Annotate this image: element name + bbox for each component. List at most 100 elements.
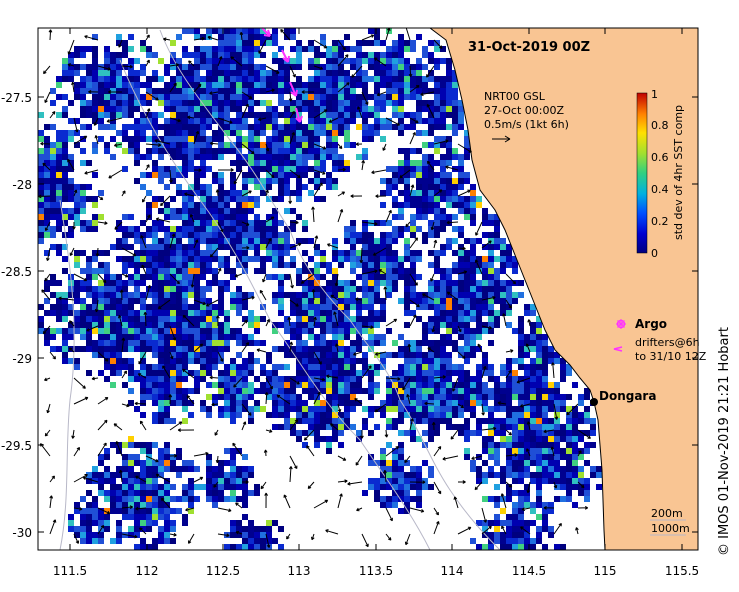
current-arrow: [241, 190, 252, 197]
current-arrow: [337, 479, 348, 484]
current-arrow: [265, 88, 275, 93]
current-arrow: [230, 56, 243, 67]
current-arrow: [189, 214, 195, 223]
current-arrow: [232, 442, 243, 457]
colorbar-label: std dev of 4hr SST comp: [672, 105, 685, 240]
lon-tick-label: 115.5: [665, 564, 699, 578]
current-arrow: [177, 428, 195, 432]
current-arrow: [115, 441, 123, 457]
current-arrow: [409, 480, 426, 485]
current-arrow: [313, 143, 327, 150]
current-arrow: [169, 453, 178, 458]
current-arrow: [404, 28, 411, 41]
current-arrow: [457, 270, 468, 275]
current-arrow: [94, 299, 99, 313]
current-arrow: [313, 182, 323, 197]
colorbar-tick-label: 0.8: [651, 119, 669, 132]
current-arrow: [209, 91, 219, 95]
colorbar-gradient: [636, 92, 648, 254]
current-arrow: [276, 394, 291, 405]
current-arrow: [141, 264, 147, 275]
lon-tick-label: 112.5: [206, 564, 240, 578]
current-arrow: [49, 475, 55, 483]
contour-outer: [59, 199, 75, 550]
current-arrow: [121, 403, 130, 408]
current-arrow: [145, 91, 159, 101]
current-arrow: [49, 519, 57, 535]
current-arrow: [376, 91, 387, 97]
current-arrow: [407, 343, 412, 353]
current-arrow: [257, 117, 267, 121]
current-arrow: [235, 530, 243, 535]
current-arrow: [211, 402, 219, 407]
current-arrow: [97, 195, 104, 201]
current-arrow: [501, 525, 507, 535]
current-arrow: [209, 375, 219, 380]
current-arrow: [333, 311, 339, 327]
current-arrow: [474, 481, 483, 491]
current-arrow: [185, 507, 195, 512]
current-arrow: [385, 446, 400, 457]
current-arrow: [48, 29, 53, 41]
current-arrow: [405, 221, 411, 228]
current-arrow: [385, 507, 393, 522]
current-arrow: [355, 142, 363, 147]
current-arrow: [311, 206, 315, 223]
current-arrow: [155, 217, 171, 223]
current-arrow: [46, 403, 51, 414]
current-arrow: [280, 29, 291, 41]
current-arrow: [481, 426, 497, 431]
current-legend-source: NRT00 GSL: [484, 90, 546, 103]
current-arrow: [145, 284, 151, 301]
current-arrow: [505, 273, 517, 285]
current-arrow: [241, 319, 248, 327]
current-arrow: [526, 421, 531, 431]
current-arrow: [169, 233, 176, 249]
current-arrow: [575, 527, 579, 535]
current-arrow: [306, 445, 315, 457]
current-arrow: [97, 442, 107, 457]
current-arrow: [72, 221, 76, 230]
current-arrow: [113, 423, 123, 431]
current-arrow: [46, 247, 51, 262]
current-arrow: [169, 273, 180, 285]
depth-label-1000m: 1000m: [651, 522, 690, 535]
current-arrow: [543, 429, 555, 434]
current-arrow: [118, 469, 123, 483]
current-arrow: [235, 502, 243, 509]
current-arrow: [442, 455, 459, 461]
current-arrow: [160, 195, 171, 207]
drifter-arrow: [295, 107, 303, 123]
current-arrow: [155, 473, 171, 483]
current-arrow: [49, 351, 56, 360]
depth-label-200m: 200m: [651, 507, 683, 520]
current-arrow: [289, 220, 299, 225]
current-arrow: [145, 164, 150, 171]
current-arrow: [145, 59, 150, 67]
current-arrow: [41, 289, 51, 301]
current-arrow: [409, 132, 416, 145]
colorbar-tick-label: 0.2: [651, 215, 669, 228]
current-arrow: [193, 451, 209, 457]
current-arrow: [313, 351, 322, 365]
lat-tick-label: -28: [12, 178, 32, 192]
current-arrow: [84, 35, 99, 41]
current-arrow: [424, 401, 435, 406]
current-arrow: [520, 526, 531, 535]
current-arrow: [259, 289, 267, 301]
current-arrow: [334, 273, 339, 287]
current-arrow: [335, 343, 339, 353]
current-arrow: [505, 299, 512, 309]
current-arrow: [384, 429, 389, 438]
current-legend-time: 27-Oct 00:00Z: [484, 104, 564, 117]
current-arrow: [217, 117, 233, 124]
current-arrow: [313, 235, 319, 249]
current-arrow: [169, 532, 177, 537]
lat-axis-labels: -27.5 -28 -28.5 -29 -29.5 -30: [1, 91, 32, 540]
land-mass: [430, 28, 698, 550]
current-vectors: [38, 28, 591, 548]
current-arrow: [361, 91, 369, 105]
current-arrow: [409, 507, 425, 513]
axis-ticks: [38, 28, 698, 550]
current-arrow: [505, 453, 518, 457]
